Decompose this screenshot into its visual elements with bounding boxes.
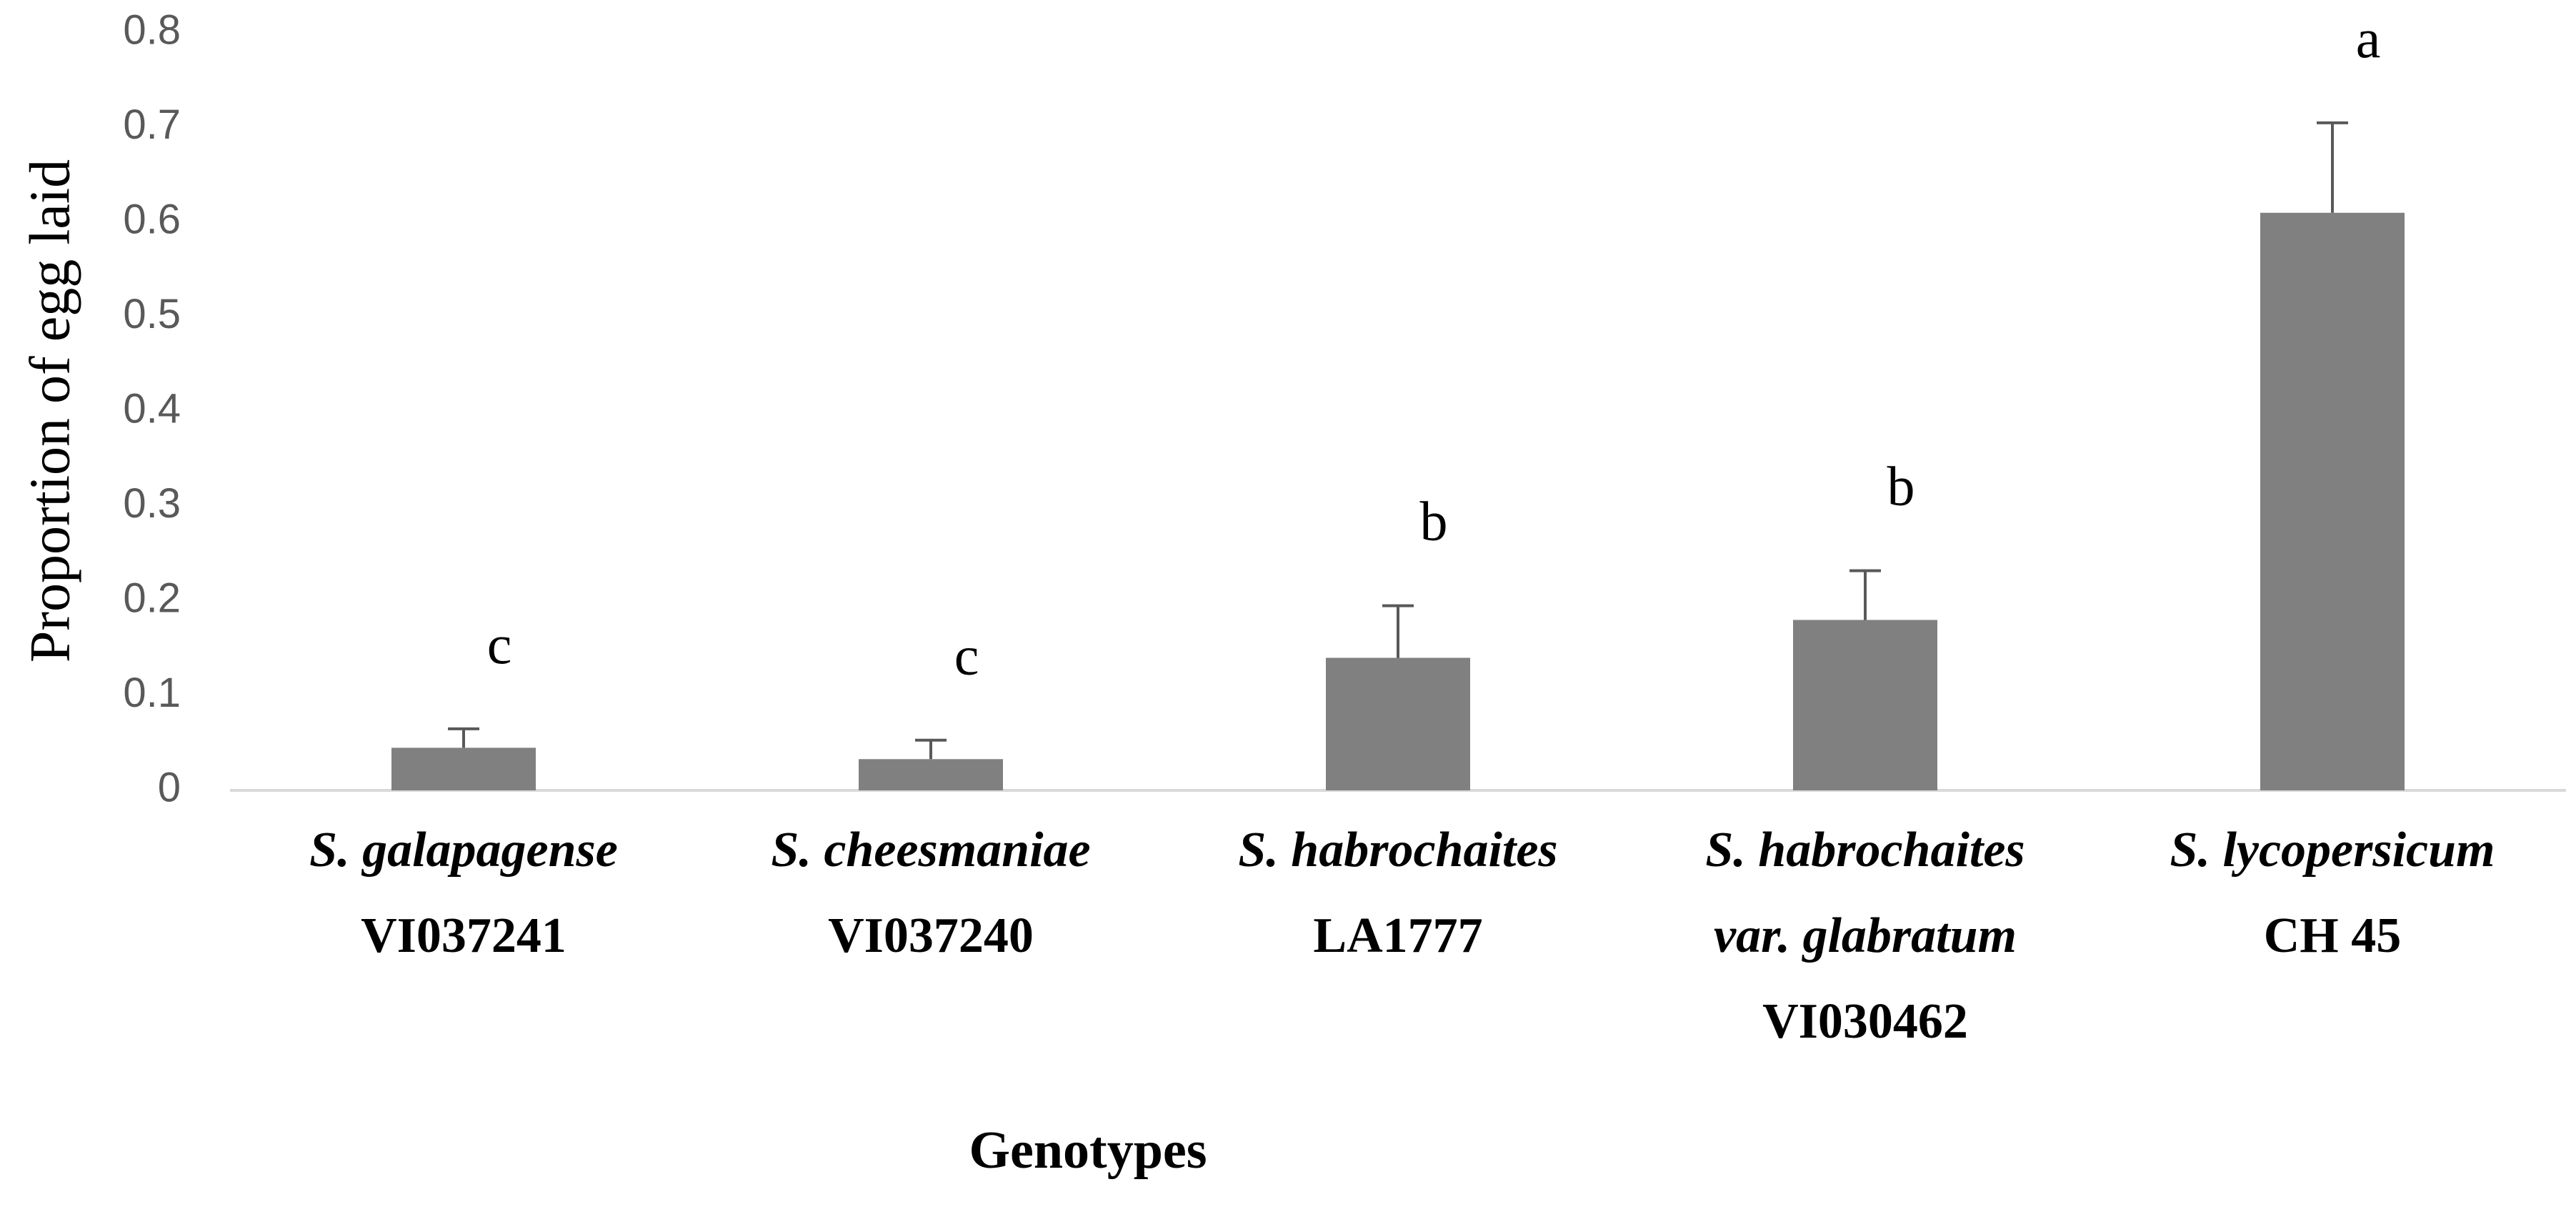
x-tick-label: S. cheesmaniae [771,823,1090,878]
x-tick-label: S. habrochaites [1705,823,2025,878]
x-tick-label: VI037241 [361,908,566,963]
bar [2260,212,2405,790]
x-tick-label: VI030462 [1762,994,1968,1049]
y-tick-label: 0.4 [123,385,181,432]
x-axis-title: Genotypes [969,1121,1207,1180]
x-tick-label: LA1777 [1313,908,1482,963]
x-tick-label: CH 45 [2264,908,2402,963]
x-tick-label: S. lycopersicum [2170,823,2495,878]
x-tick-label: var. glabratum [1714,908,2017,963]
bar [1793,620,1937,790]
significance-letter: c [487,613,512,675]
significance-letter: c [954,625,979,687]
y-axis-title: Proportion of egg laid [19,159,81,662]
bar [1326,657,1470,790]
y-tick-label: 0.6 [123,196,181,242]
y-tick-label: 0.7 [123,101,181,148]
y-tick-label: 0.3 [123,480,181,527]
x-tick-label: S. galapagense [309,823,618,878]
significance-letter: b [1420,490,1448,552]
x-tick-label: VI037240 [828,908,1034,963]
significance-letter: a [2356,7,2381,69]
y-tick-label: 0.5 [123,291,181,337]
y-tick-label: 0 [158,764,181,810]
bar [859,759,1003,790]
y-tick-label: 0.1 [123,670,181,716]
bar [391,747,536,790]
y-tick-label: 0.2 [123,575,181,621]
y-tick-label: 0.8 [123,6,181,53]
significance-letter: b [1887,455,1915,517]
x-tick-label: S. habrochaites [1238,823,1557,878]
